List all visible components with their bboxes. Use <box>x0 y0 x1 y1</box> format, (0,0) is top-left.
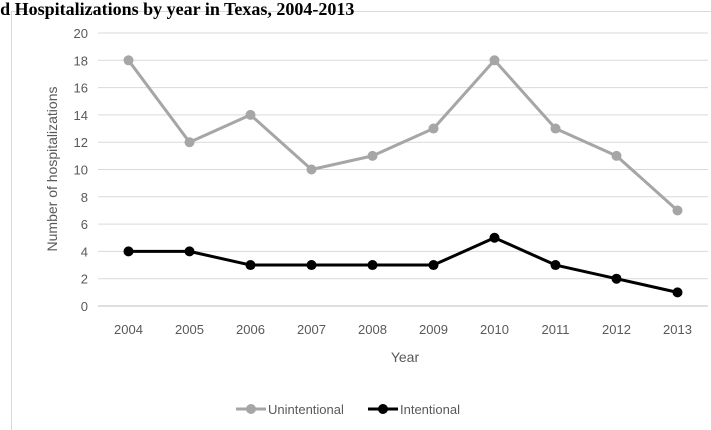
data-point <box>367 150 378 161</box>
y-tick-label: 16 <box>74 81 88 96</box>
legend-swatch-marker <box>378 404 388 414</box>
x-tick-label: 2009 <box>419 322 448 337</box>
legend-label: Intentional <box>400 402 460 417</box>
x-tick-label: 2004 <box>114 322 143 337</box>
series-intentional <box>123 232 683 298</box>
y-tick-label: 6 <box>81 217 88 232</box>
x-tick-label: 2006 <box>236 322 265 337</box>
data-point <box>489 55 500 66</box>
x-axis-label: Year <box>391 349 420 365</box>
legend-label: Unintentional <box>268 402 344 417</box>
data-point <box>306 260 317 271</box>
data-point <box>245 109 256 120</box>
data-point <box>489 232 500 243</box>
data-point <box>184 137 195 148</box>
series-unintentional <box>123 55 683 216</box>
x-tick-label: 2012 <box>602 322 631 337</box>
gridlines <box>98 32 708 307</box>
data-point <box>245 260 256 271</box>
data-point <box>611 273 622 284</box>
data-point <box>550 260 561 271</box>
x-tick-label: 2008 <box>358 322 387 337</box>
x-tick-label: 2007 <box>297 322 326 337</box>
y-axis-label: Number of hospitalizations <box>44 87 60 252</box>
data-point <box>367 260 378 271</box>
y-tick-label: 8 <box>81 190 88 205</box>
legend: Unintentional Intentional <box>236 402 460 417</box>
data-point <box>550 123 561 134</box>
y-tick-label: 10 <box>74 163 88 178</box>
x-tick-label: 2011 <box>542 322 570 337</box>
y-tick-label: 12 <box>74 135 88 150</box>
data-point <box>428 260 439 271</box>
x-tick-labels: 2004 2005 2006 2007 2008 2009 2010 2011 2012 2013 <box>114 322 692 337</box>
data-point <box>672 205 683 216</box>
data-point <box>306 164 317 175</box>
series-line <box>128 236 678 294</box>
data-point <box>672 287 683 298</box>
series-line <box>127 58 679 212</box>
x-tick-label: 2010 <box>480 322 509 337</box>
series-lines <box>123 55 683 298</box>
data-point <box>611 150 622 161</box>
chart-frame <box>11 11 711 430</box>
data-point <box>123 55 134 66</box>
data-point <box>123 246 134 257</box>
y-tick-label: 20 <box>74 26 88 41</box>
data-point <box>184 246 195 257</box>
chart-title-text: Annual Number of Pesticide-Related Hospi… <box>0 0 355 19</box>
y-tick-label: 0 <box>81 299 88 314</box>
y-tick-label: 18 <box>74 53 88 68</box>
legend-item: Intentional <box>368 402 460 417</box>
legend-swatch-marker <box>246 404 256 414</box>
chart-title: Annual Number of Pesticide-Related Hospi… <box>0 0 711 20</box>
data-point <box>428 123 439 134</box>
y-tick-label: 4 <box>81 244 88 259</box>
y-tick-label: 14 <box>74 108 88 123</box>
x-tick-label: 2005 <box>175 322 204 337</box>
x-tick-label: 2013 <box>663 322 692 337</box>
y-tick-label: 2 <box>81 272 88 287</box>
legend-item: Unintentional <box>236 402 344 417</box>
y-tick-labels: 0 2 4 6 8 10 12 14 16 18 20 <box>74 26 88 314</box>
